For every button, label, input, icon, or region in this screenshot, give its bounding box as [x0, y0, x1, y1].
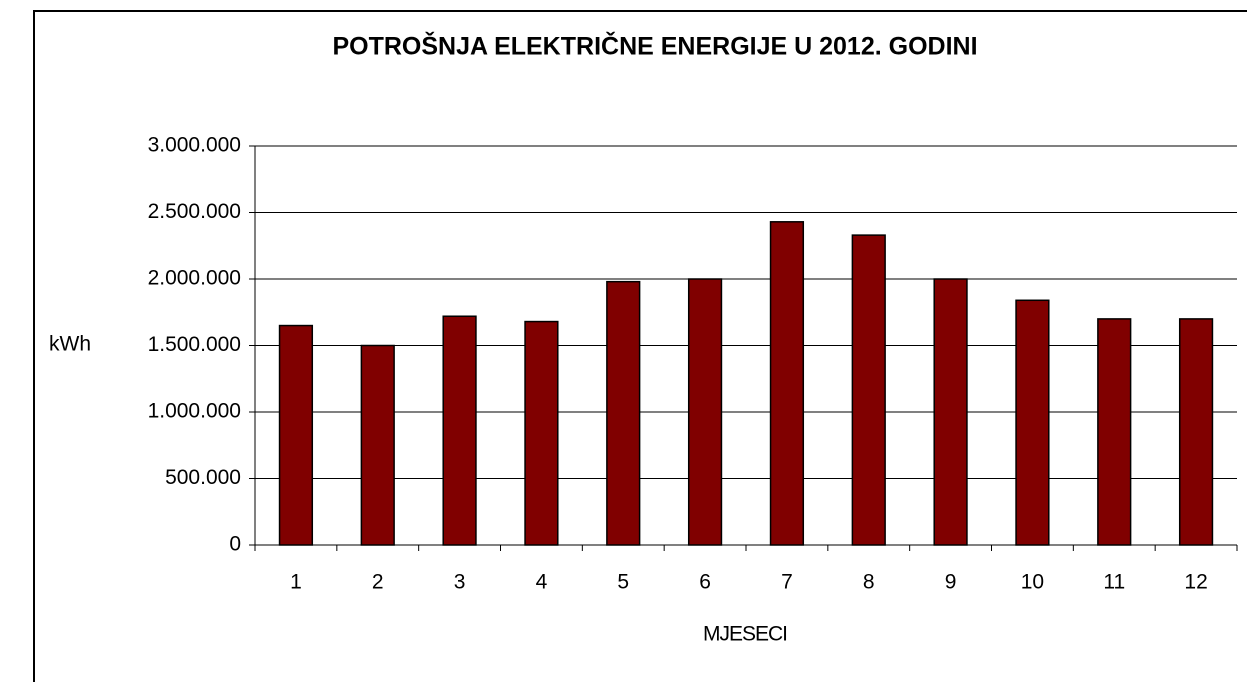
y-tick-label: 2.000.000 [148, 267, 241, 290]
bar [442, 315, 477, 546]
bar [1015, 299, 1050, 546]
x-tick-label: 3 [454, 571, 466, 594]
bar [851, 234, 886, 546]
bar [1097, 318, 1132, 546]
y-tick-label: 1.000.000 [148, 400, 241, 423]
y-axis-label: kWh [49, 333, 91, 356]
x-tick-label: 10 [1021, 571, 1044, 594]
x-tick-label: 4 [536, 571, 548, 594]
x-tick-label: 6 [699, 571, 711, 594]
x-axis-label: MJESECI [703, 623, 787, 646]
bar [360, 344, 395, 546]
bar [933, 278, 968, 546]
x-tick-label: 2 [372, 571, 384, 594]
x-tick-label: 7 [781, 571, 793, 594]
bar [687, 278, 723, 546]
chart-title: POTROŠNJA ELEKTRIČNE ENERGIJE U 2012. GO… [332, 31, 977, 61]
bar [1178, 318, 1214, 546]
x-tick-label: 1 [290, 571, 302, 594]
y-tick-label: 2.500.000 [148, 200, 241, 223]
bar [524, 320, 559, 546]
x-tick-label: 5 [617, 571, 629, 594]
y-tick-label: 1.500.000 [148, 333, 241, 356]
y-tick-label: 3.000.000 [148, 134, 241, 157]
x-tick-label: 11 [1103, 571, 1125, 594]
y-tick-label: 0 [229, 533, 241, 556]
y-tick-label: 500.000 [165, 466, 241, 489]
bar [278, 324, 314, 546]
bar [769, 221, 805, 546]
x-tick-label: 9 [945, 571, 957, 594]
x-tick-label: 8 [863, 571, 875, 594]
bar [606, 280, 641, 546]
x-tick-label: 12 [1184, 571, 1207, 594]
